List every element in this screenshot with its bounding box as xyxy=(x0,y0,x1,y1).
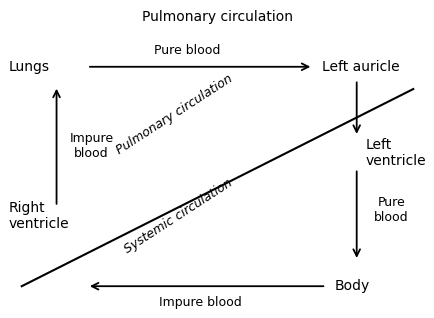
Text: Body: Body xyxy=(334,279,369,293)
Text: Left
ventricle: Left ventricle xyxy=(365,138,425,168)
Text: Pure blood: Pure blood xyxy=(154,45,220,57)
Text: Right
ventricle: Right ventricle xyxy=(9,201,69,231)
Text: Pure
blood: Pure blood xyxy=(373,196,408,224)
Text: Pulmonary circulation: Pulmonary circulation xyxy=(113,73,234,157)
Text: Impure
blood: Impure blood xyxy=(69,132,113,160)
Text: Pulmonary circulation: Pulmonary circulation xyxy=(141,10,293,24)
Text: Impure blood: Impure blood xyxy=(158,296,241,308)
Text: Left auricle: Left auricle xyxy=(321,60,398,74)
Text: Systemic circulation: Systemic circulation xyxy=(122,176,234,256)
Text: Lungs: Lungs xyxy=(9,60,49,74)
